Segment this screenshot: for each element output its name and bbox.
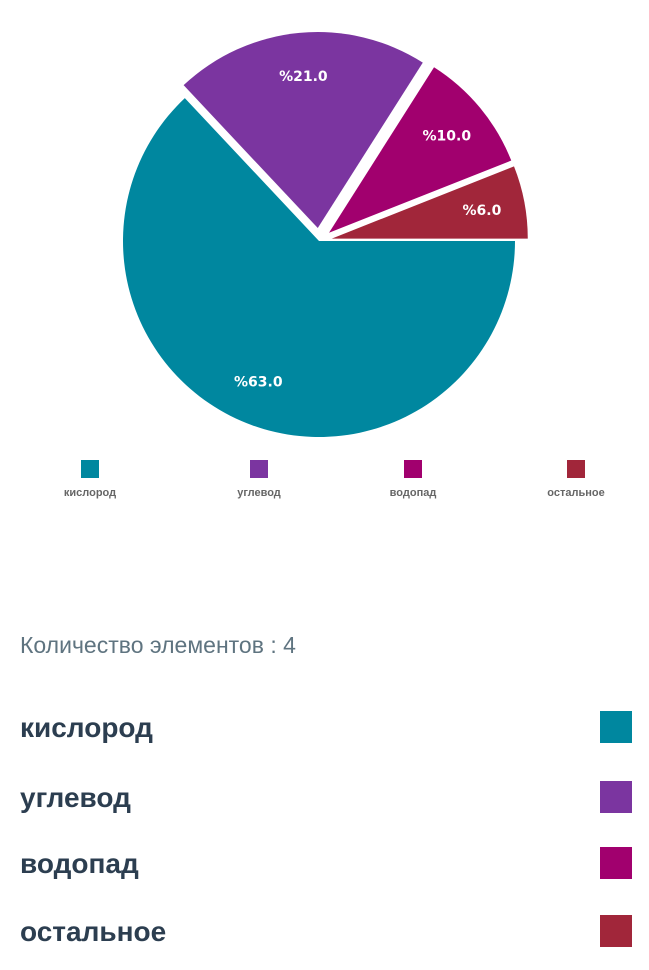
legend-item-rest[interactable]: остальное (516, 460, 636, 499)
legend-swatch (567, 460, 585, 478)
item-color-swatch (600, 781, 632, 813)
pie-chart: %63.0 %21.0 %10.0 %6.0 (123, 32, 528, 438)
legend-label: водопад (389, 487, 437, 499)
list-item[interactable]: водопад (20, 847, 632, 881)
legend-label: кислород (63, 487, 117, 499)
slice-rest[interactable] (331, 166, 528, 239)
element-count: Количество элементов : 4 (20, 632, 296, 658)
legend-swatch (81, 460, 99, 478)
item-color-swatch (600, 847, 632, 879)
legend-item-carbohydrate[interactable]: углевод (199, 460, 319, 499)
legend-label: углевод (237, 487, 281, 499)
slice-waterfall[interactable] (329, 67, 512, 233)
chart-legend: кислород углевод водопад остальное (0, 460, 649, 510)
legend-item-oxygen[interactable]: кислород (30, 460, 150, 499)
item-name: кислород (20, 712, 153, 743)
slice-data-label: %21.0 (279, 69, 328, 85)
legend-label: остальное (547, 487, 605, 499)
item-name: остальное (20, 916, 167, 947)
list-item[interactable]: углевод (20, 781, 632, 815)
slice-data-label: %6.0 (463, 203, 502, 219)
slice-data-label: %63.0 (234, 374, 283, 390)
list-item[interactable]: кислород (20, 711, 632, 745)
item-name: углевод (20, 782, 131, 813)
item-color-swatch (600, 915, 632, 947)
legend-swatch (404, 460, 422, 478)
legend-item-waterfall[interactable]: водопад (353, 460, 473, 499)
item-name: водопад (20, 848, 139, 879)
slice-carbohydrate[interactable] (183, 32, 423, 229)
list-item[interactable]: остальное (20, 915, 632, 949)
legend-swatch (250, 460, 268, 478)
item-color-swatch (600, 711, 632, 743)
slice-oxygen[interactable] (123, 98, 515, 438)
slice-data-label: %10.0 (423, 128, 472, 144)
